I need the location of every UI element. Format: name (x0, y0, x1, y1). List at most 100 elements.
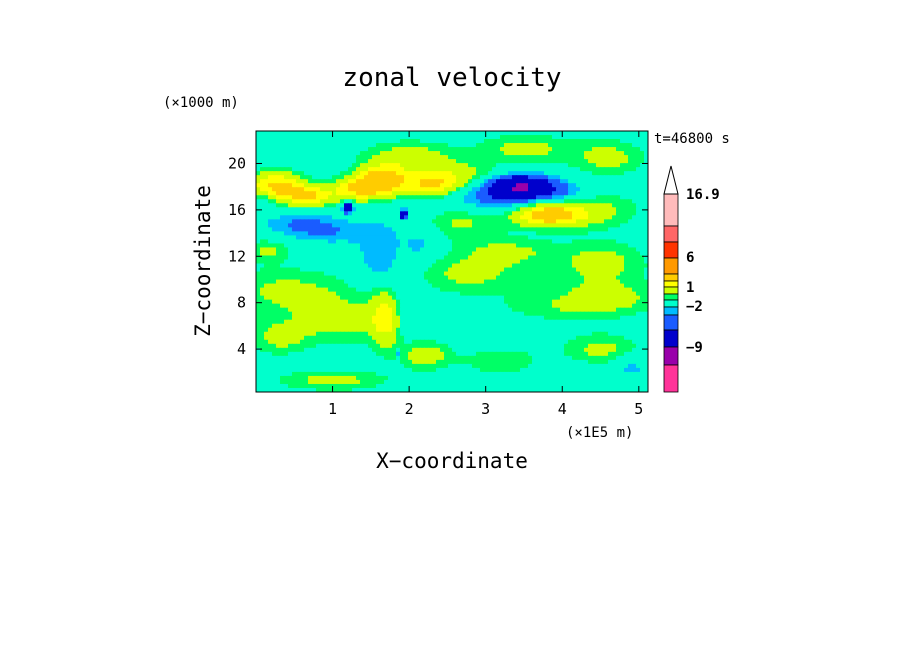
field-cell (332, 291, 337, 297)
field-cell (560, 291, 565, 297)
field-cell (556, 143, 561, 148)
field-cell (460, 147, 465, 152)
field-cell (512, 271, 517, 277)
field-cell (564, 179, 569, 184)
field-cell (552, 187, 557, 192)
field-cell (356, 247, 361, 253)
field-cell (300, 271, 305, 277)
field-cell (584, 255, 589, 261)
field-cell (272, 271, 277, 277)
field-cell (428, 243, 433, 249)
field-cell (448, 207, 453, 212)
field-cell (496, 299, 501, 305)
field-cell (516, 299, 521, 305)
field-cell (632, 187, 637, 192)
field-cell (576, 203, 581, 208)
field-cell (320, 227, 325, 232)
field-cell (544, 283, 549, 289)
field-cell (516, 259, 521, 265)
field-cell (360, 259, 365, 265)
field-cell (540, 303, 545, 309)
field-cell (532, 319, 537, 325)
field-cell (488, 135, 493, 140)
field-cell (404, 311, 409, 317)
field-cell (640, 255, 645, 261)
field-cell (364, 179, 369, 184)
field-cell (524, 311, 529, 317)
field-cell (608, 207, 613, 212)
field-cell (460, 323, 465, 329)
field-cell (296, 331, 301, 337)
field-cell (304, 331, 309, 337)
field-cell (428, 143, 433, 148)
field-cell (640, 183, 645, 188)
field-cell (564, 171, 569, 176)
field-cell (292, 191, 297, 196)
field-cell (276, 135, 281, 140)
field-cell (308, 187, 313, 192)
field-cell (464, 187, 469, 192)
field-cell (428, 267, 433, 273)
field-cell (436, 147, 441, 152)
field-cell (632, 143, 637, 148)
field-cell (492, 175, 497, 180)
field-cell (512, 223, 517, 228)
field-cell (528, 179, 533, 184)
field-cell (328, 327, 333, 333)
field-cell (296, 203, 301, 208)
field-cell (360, 239, 365, 245)
field-cell (492, 203, 497, 208)
field-cell (624, 263, 629, 269)
field-cell (280, 271, 285, 277)
field-cell (516, 295, 521, 301)
field-cell (580, 227, 585, 232)
field-cell (620, 295, 625, 301)
field-cell (272, 187, 277, 192)
field-cell (624, 303, 629, 309)
field-cell (292, 151, 297, 156)
field-cell (552, 159, 557, 164)
field-cell (380, 199, 385, 204)
field-cell (284, 227, 289, 232)
field-cell (292, 135, 297, 140)
field-cell (460, 195, 465, 200)
field-cell (604, 235, 609, 241)
field-cell (640, 243, 645, 249)
field-cell (356, 323, 361, 329)
field-cell (536, 331, 541, 337)
field-cell (264, 227, 269, 232)
field-cell (464, 191, 469, 196)
field-cell (288, 199, 293, 204)
field-cell (560, 323, 565, 329)
field-cell (628, 227, 633, 232)
field-cell (412, 219, 417, 224)
field-cell (344, 247, 349, 253)
field-cell (376, 231, 381, 236)
field-cell (560, 279, 565, 285)
field-cell (412, 287, 417, 293)
field-cell (568, 207, 573, 212)
field-cell (256, 231, 261, 236)
field-cell (460, 219, 465, 224)
field-cell (300, 331, 305, 337)
field-cell (548, 255, 553, 261)
field-cell (428, 323, 433, 329)
field-cell (556, 187, 561, 192)
field-cell (608, 239, 613, 245)
field-cell (396, 267, 401, 273)
field-cell (608, 143, 613, 148)
field-cell (384, 231, 389, 236)
field-cell (292, 291, 297, 297)
field-cell (264, 151, 269, 156)
field-cell (392, 231, 397, 236)
field-cell (344, 175, 349, 180)
field-cell (388, 279, 393, 285)
field-cell (600, 167, 605, 172)
field-cell (324, 139, 329, 144)
field-cell (380, 171, 385, 176)
field-cell (388, 211, 393, 216)
field-cell (472, 275, 477, 281)
field-cell (548, 167, 553, 172)
field-cell (452, 255, 457, 261)
field-cell (276, 207, 281, 212)
